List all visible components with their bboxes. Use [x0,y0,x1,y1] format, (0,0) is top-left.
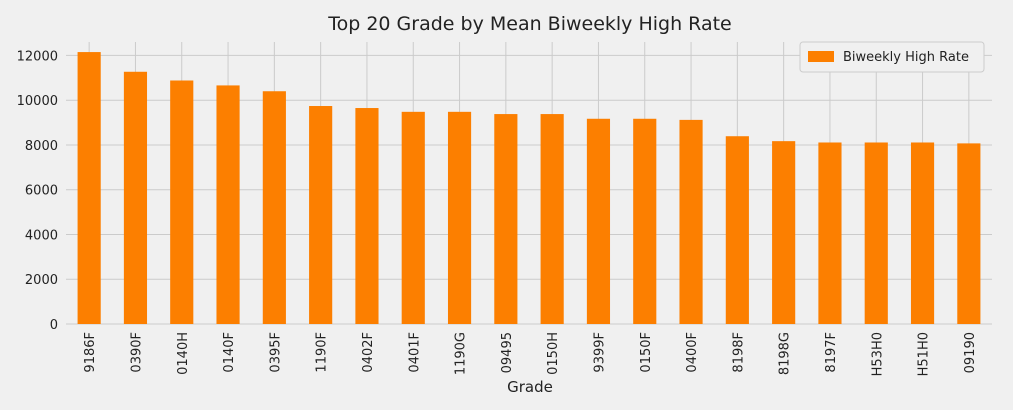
bar [494,114,518,324]
y-tick-label: 6000 [25,184,58,199]
bar [447,111,472,324]
x-tick-label: 0402F [361,332,376,373]
x-axis-label: Grade [507,378,553,396]
bar [401,111,425,324]
bar [170,80,194,324]
legend-swatch [808,51,834,62]
bar [725,136,749,324]
y-tick-label: 8000 [25,139,58,154]
bar [540,114,564,324]
x-tick-label: 0150H [546,332,561,375]
x-tick-label: 0150F [639,332,654,373]
bar [355,108,379,325]
x-tick-label: 8198F [731,332,746,373]
bar [679,119,703,324]
y-tick-label: 12000 [17,49,58,64]
x-tick-label: 0140F [222,332,237,373]
bar [772,141,796,324]
y-axis-ticks: 0 2000 4000 6000 8000 10000 12000 [17,49,58,333]
bar [633,118,657,325]
x-axis-ticks: 9186F 0390F 0140H 0140F 0395F 1190F 0402F 0401F… [83,332,978,376]
x-tick-label: 1190F [315,332,330,373]
bar [77,52,101,324]
x-tick-label: 9186F [83,332,98,373]
x-tick-label: 0401F [407,332,422,373]
y-tick-label: 2000 [25,273,58,288]
bar [957,143,981,324]
x-tick-label: 9399F [592,332,607,373]
x-tick-label: 8198G [778,332,793,375]
bar [586,118,611,325]
y-tick-label: 10000 [17,94,58,109]
x-tick-label: 09495 [500,332,515,373]
bar [910,142,935,324]
legend: Biweekly High Rate [799,41,985,73]
x-tick-label: H53H0 [870,332,885,376]
y-tick-label: 0 [50,318,58,333]
bar [216,85,240,325]
chart-title: Top 20 Grade by Mean Biweekly High Rate [327,13,732,35]
x-tick-label: 0390F [129,332,144,373]
x-tick-label: 8197F [824,332,839,373]
x-tick-label: 0400F [685,332,700,373]
x-tick-label: 09190 [963,332,978,373]
bars [77,52,981,325]
legend-label: Biweekly High Rate [843,50,969,65]
x-tick-label: 1190G [454,332,469,375]
y-tick-label: 4000 [25,228,58,243]
x-tick-label: 0140H [176,332,191,375]
legend-box [799,41,985,73]
bar [864,142,888,324]
x-tick-label: H51H0 [917,332,932,376]
bar [262,91,286,324]
bar [818,142,842,324]
bar [123,71,148,325]
x-tick-label: 0395F [268,332,283,373]
bar [309,106,333,324]
